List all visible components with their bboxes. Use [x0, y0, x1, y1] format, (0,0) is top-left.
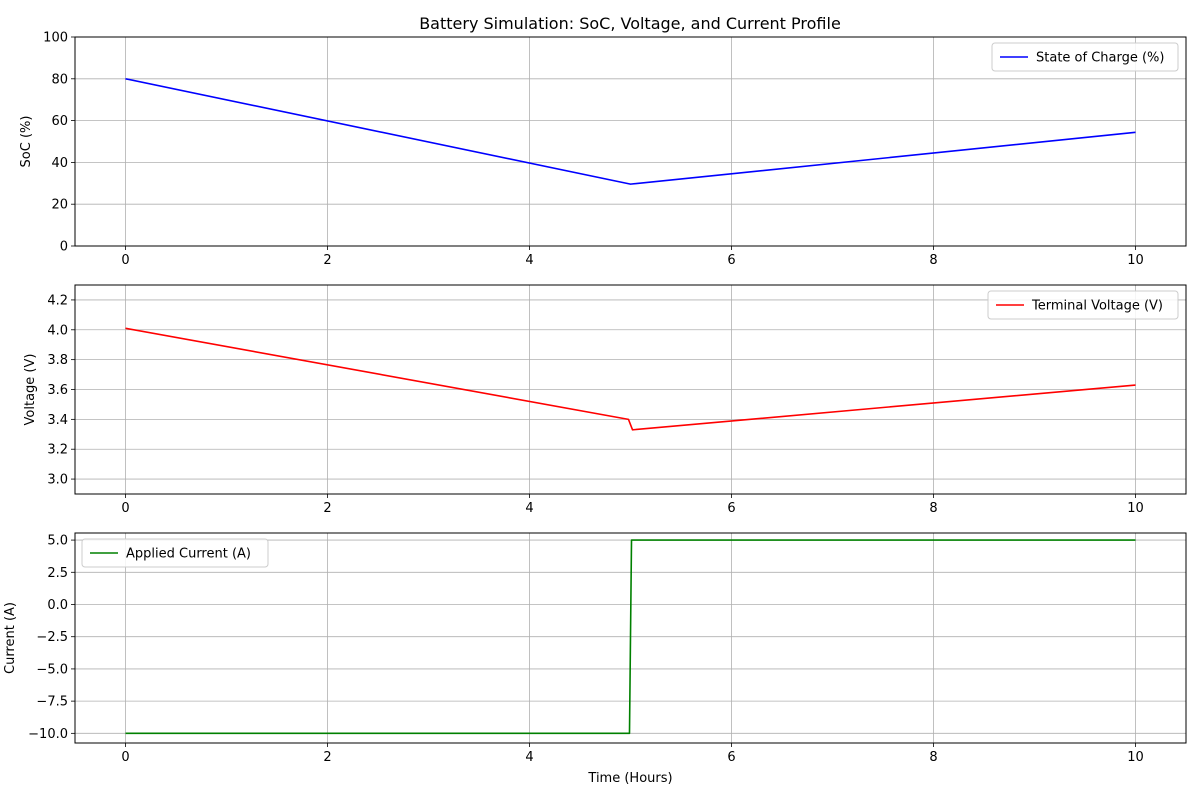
figure-title: Battery Simulation: SoC, Voltage, and Cu… — [419, 14, 841, 33]
series-line-3-1 — [125, 539, 1136, 735]
legend: Terminal Voltage (V) — [987, 290, 1179, 320]
x-tick-label: 6 — [727, 501, 735, 516]
y-tick-label: 3.0 — [47, 473, 68, 488]
x-tick-label: 10 — [1127, 750, 1144, 765]
legend-box — [81, 538, 269, 568]
legend: Applied Current (A) — [81, 538, 269, 568]
y-tick-label: 4.2 — [47, 293, 68, 308]
subplot-3: 0 2 4 6 8 10 −10.0 −7.5 −5.0 −2.5 0.0 2.5 5.0 Current… — [3, 532, 1187, 786]
y-tick-label: 60 — [51, 114, 68, 129]
axes-frame — [74, 36, 1187, 247]
y-tick-label: 0 — [60, 240, 68, 255]
y-tick-label: −10.0 — [28, 727, 68, 742]
x-axis-title: Time (Hours) — [587, 771, 672, 786]
x-tick-label: 2 — [323, 501, 331, 516]
x-tick-label: 10 — [1127, 501, 1144, 516]
y-tick-label: 2.5 — [47, 566, 68, 581]
legend-label: State of Charge (%) — [1036, 51, 1164, 66]
legend-label: Terminal Voltage (V) — [1031, 299, 1163, 314]
x-tick-label: 0 — [121, 501, 129, 516]
x-tick-label: 2 — [323, 253, 331, 268]
x-tick-label: 8 — [929, 253, 937, 268]
y-tick-label: 40 — [51, 156, 68, 171]
y-axis-title: Voltage (V) — [23, 354, 38, 426]
y-tick-label: 20 — [51, 198, 68, 213]
x-tick-label: 4 — [525, 501, 533, 516]
y-tick-label: 5.0 — [47, 534, 68, 549]
axes-frame — [74, 532, 1187, 744]
y-tick-label: 100 — [43, 31, 68, 46]
y-tick-label: −7.5 — [36, 695, 68, 710]
x-tick-label: 8 — [929, 750, 937, 765]
legend-label: Applied Current (A) — [126, 547, 251, 562]
y-axis-title: Current (A) — [3, 602, 18, 674]
x-tick-label: 0 — [121, 253, 129, 268]
legend: State of Charge (%) — [991, 42, 1179, 72]
y-tick-label: −5.0 — [36, 662, 68, 677]
y-tick-label: 3.2 — [47, 443, 68, 458]
x-tick-label: 10 — [1127, 253, 1144, 268]
x-tick-label: 0 — [121, 750, 129, 765]
subplot-2: 0 2 4 6 8 10 3.0 3.2 3.4 3.6 3.8 4.0 4.2 Voltage (V) T… — [23, 284, 1187, 516]
legend-box — [987, 290, 1179, 320]
x-tick-label: 4 — [525, 253, 533, 268]
x-tick-label: 2 — [323, 750, 331, 765]
legend-box — [991, 42, 1179, 72]
y-tick-label: 3.6 — [47, 383, 68, 398]
x-tick-label: 4 — [525, 750, 533, 765]
y-tick-label: 0.0 — [47, 598, 68, 613]
x-tick-label: 6 — [727, 750, 735, 765]
y-tick-label: 3.4 — [47, 413, 68, 428]
series-line-1-1 — [125, 78, 1136, 185]
x-tick-label: 8 — [929, 501, 937, 516]
series-line-2-1 — [125, 327, 1136, 431]
y-tick-label: −2.5 — [36, 630, 68, 645]
x-tick-label: 6 — [727, 253, 735, 268]
y-tick-label: 80 — [51, 72, 68, 87]
y-tick-label: 3.8 — [47, 353, 68, 368]
y-axis-title: SoC (%) — [19, 116, 34, 168]
y-tick-label: 4.0 — [47, 323, 68, 338]
